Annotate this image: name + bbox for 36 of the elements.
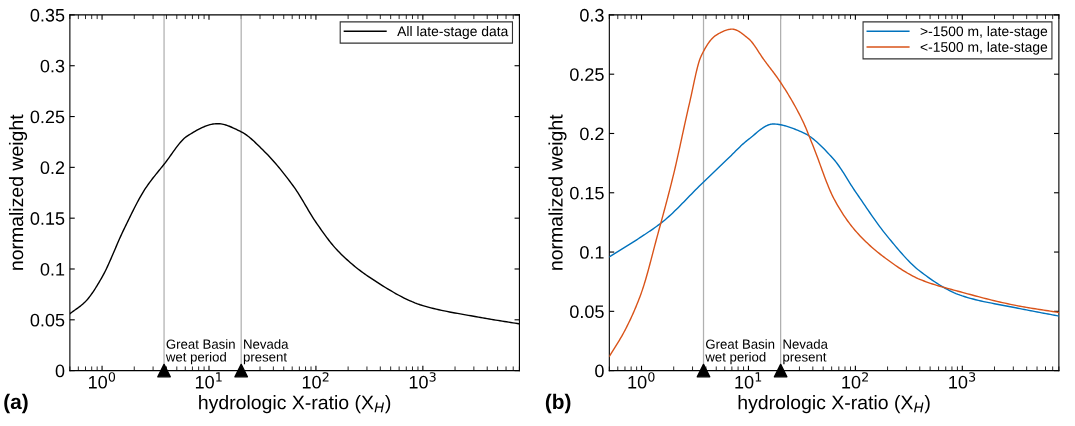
legend-label: All late-stage data xyxy=(397,26,509,39)
y-tick-label: 0 xyxy=(55,364,65,378)
y-tick-label: 0.25 xyxy=(570,68,604,81)
x-tick-label: 10$^{2}$ xyxy=(302,372,329,389)
legend-label: >-1500 m, late-stage xyxy=(920,26,1048,39)
y-tick-label: 0.3 xyxy=(580,8,604,22)
y-tick-label: 0.2 xyxy=(580,127,604,141)
x-tick-label: 10$^{1}$ xyxy=(735,372,762,389)
x-tick-label: 10$^{3}$ xyxy=(949,372,976,389)
y-axis-title: normalized weight xyxy=(8,114,28,270)
x-tick-label: 10$^{2}$ xyxy=(842,372,868,389)
legend-label: <-1500 m, late-stage xyxy=(920,41,1048,55)
y-tick-label: 0.05 xyxy=(570,305,604,319)
ref-line-label: Nevada present xyxy=(783,339,828,365)
ref-line-label: Great Basin wet period xyxy=(705,339,775,365)
y-tick-label: 0.05 xyxy=(30,313,65,327)
y-axis-title: normalized weight xyxy=(548,114,567,270)
x-tick-label: 10$^{0}$ xyxy=(89,372,116,389)
x-tick-label: 10$^{3}$ xyxy=(409,372,436,389)
x-axis-title: hydrologic X-ratio (X$_{H}$) xyxy=(738,395,930,414)
x-axis-title: hydrologic X-ratio (X$_{H}$) xyxy=(199,395,391,414)
y-tick-label: 0.3 xyxy=(40,59,65,73)
y-tick-label: 0 xyxy=(595,364,604,378)
y-tick-label: 0.15 xyxy=(30,212,65,225)
x-tick-label: 10$^{1}$ xyxy=(195,372,222,389)
y-tick-label: 0.25 xyxy=(30,110,65,124)
ref-line-label: Nevada present xyxy=(243,339,289,365)
ref-line-label: Great Basin wet period xyxy=(165,339,235,365)
x-tick-label: 10$^{0}$ xyxy=(628,372,655,389)
y-tick-label: 0.2 xyxy=(40,161,65,175)
text: (b) xyxy=(545,393,571,414)
y-tick-label: 0.1 xyxy=(40,262,65,276)
text: (a) xyxy=(4,393,28,414)
y-tick-label: 0.35 xyxy=(30,8,65,22)
y-tick-label: 0.15 xyxy=(570,186,604,200)
y-tick-label: 0.1 xyxy=(580,245,604,259)
